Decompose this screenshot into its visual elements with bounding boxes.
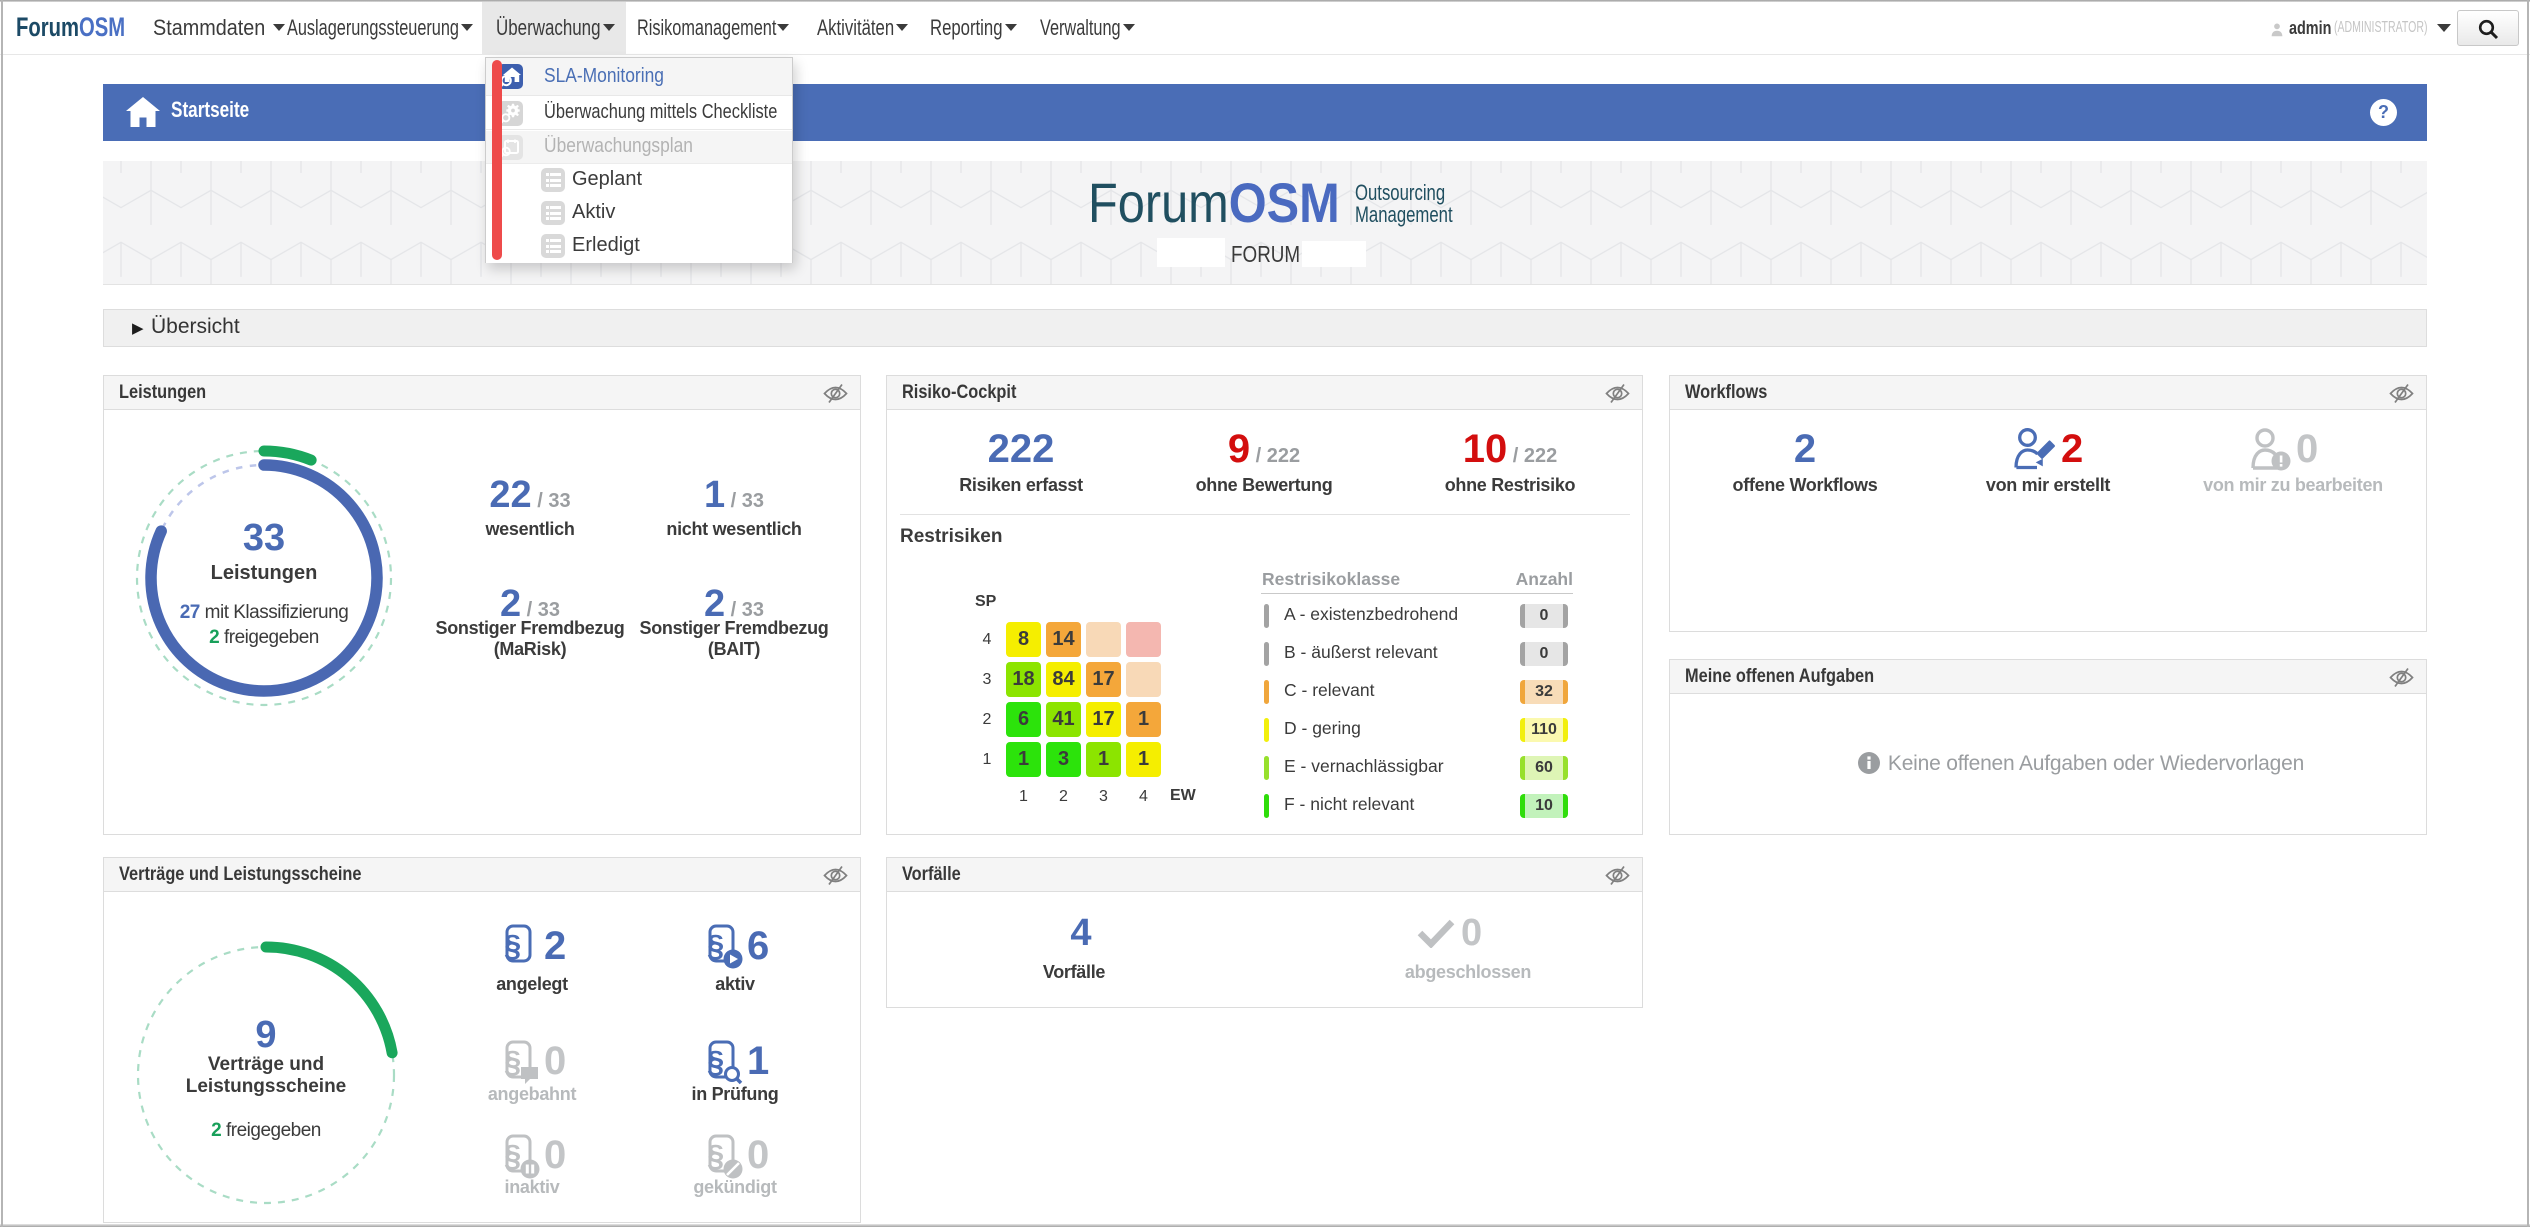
svg-text:§: §: [707, 928, 724, 963]
svg-text:§: §: [504, 928, 521, 963]
svg-text:§: §: [504, 1044, 521, 1079]
svg-text:§: §: [707, 1138, 724, 1173]
svg-text:§: §: [504, 1138, 521, 1173]
svg-text:§: §: [707, 1044, 724, 1079]
